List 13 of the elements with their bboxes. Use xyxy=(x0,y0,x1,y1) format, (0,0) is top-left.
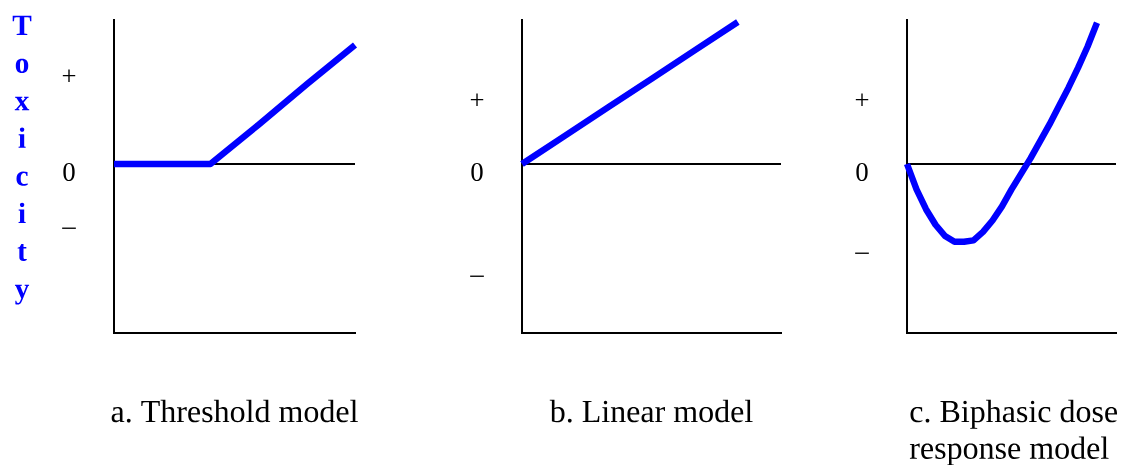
text: – xyxy=(62,227,76,229)
text: c. Biphasic dose response model xyxy=(909,399,1118,465)
text: – xyxy=(855,252,869,254)
text: 0 xyxy=(471,163,483,181)
y-axis-title: Toxicity xyxy=(12,15,32,305)
text: – xyxy=(470,275,484,277)
text: + xyxy=(855,93,869,106)
text: + xyxy=(470,93,484,106)
text: + xyxy=(62,69,76,82)
text: a. Threshold model xyxy=(111,399,358,423)
text: b. Linear model xyxy=(549,399,753,423)
text: 0 xyxy=(856,163,868,181)
text: 0 xyxy=(63,163,75,181)
